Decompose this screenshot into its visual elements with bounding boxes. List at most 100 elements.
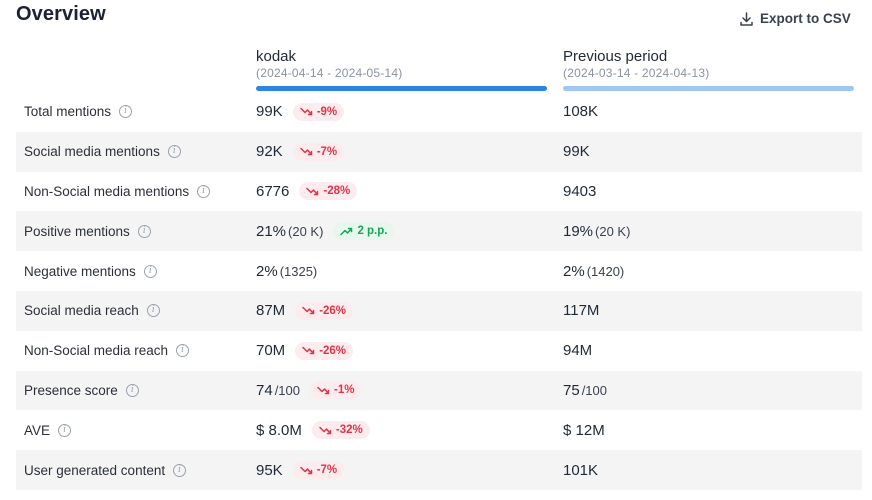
current-value: 2% [256, 262, 278, 280]
download-icon [740, 11, 753, 26]
column-bar-current [256, 86, 547, 91]
trend-up-icon [340, 227, 353, 236]
trend-down-icon [299, 466, 313, 475]
current-value: 95K [256, 461, 283, 479]
info-icon[interactable]: i [167, 145, 181, 159]
metric-label: Social media reach [24, 303, 139, 319]
info-icon[interactable]: i [119, 105, 133, 119]
previous-value: 101K [563, 461, 599, 479]
current-value: 6776 [256, 182, 290, 200]
page-title: Overview [16, 3, 106, 25]
table-row: Presence score i 74/100 -1% 75/100 [16, 370, 862, 411]
previous-value-detail: /100 [581, 382, 607, 398]
previous-value-cell: 108K [563, 103, 598, 120]
previous-value-cell: 75/100 [563, 382, 607, 399]
current-value-cell: 74/100 -1% [256, 381, 362, 400]
previous-value: 108K [563, 103, 599, 121]
change-badge: 2 p.p. [333, 222, 395, 241]
change-badge: -26% [295, 301, 354, 320]
current-value: 99K [256, 103, 283, 121]
metric-label-cell: Negative mentions i [24, 264, 157, 279]
change-value: 2 p.p. [357, 225, 388, 238]
previous-value-detail: (20 K) [595, 223, 631, 239]
info-icon[interactable]: i [176, 344, 190, 358]
previous-value: 75 [563, 381, 580, 399]
column-header-previous: Previous period (2024-03-14 - 2024-04-13… [563, 48, 854, 91]
previous-value: 19% [563, 222, 594, 240]
change-value: -7% [316, 145, 338, 158]
metrics-table: Total mentions i 99K -9% 108K Social med… [16, 92, 862, 490]
current-value: 74 [256, 381, 273, 399]
current-value-detail: (1325) [279, 263, 318, 279]
trend-down-icon [319, 426, 332, 435]
change-badge: -7% [292, 142, 345, 161]
table-row: Non-Social media reach i 70M -26% 94M [16, 331, 862, 371]
current-value-detail: /100 [274, 382, 300, 398]
info-icon[interactable]: i [143, 264, 157, 278]
change-badge: -26% [295, 341, 354, 360]
trend-down-icon [299, 147, 313, 156]
trend-down-icon [317, 386, 330, 395]
export-csv-label: Export to CSV [760, 11, 851, 26]
previous-value: 99K [563, 143, 590, 161]
info-icon[interactable]: i [197, 184, 211, 198]
current-value-cell: 70M -26% [256, 341, 354, 360]
column-range-current: (2024-04-14 - 2024-05-14) [256, 66, 403, 80]
metric-label-cell: Social media mentions i [24, 144, 181, 159]
previous-value-cell: $ 12M [563, 422, 605, 439]
column-range-previous: (2024-03-14 - 2024-04-13) [563, 66, 710, 80]
change-value: -1% [334, 384, 355, 397]
metric-label-cell: Positive mentions i [24, 224, 151, 239]
metric-label: Negative mentions [24, 263, 136, 279]
table-row: Negative mentions i 2% (1325) 2% (1420) [16, 251, 862, 291]
previous-value: 94M [563, 342, 593, 360]
table-row: Social media reach i 87M -26% 117M [16, 290, 862, 331]
trend-down-icon [299, 107, 313, 116]
change-value: -26% [319, 304, 347, 317]
metric-label-cell: Presence score i [24, 383, 139, 398]
current-value-cell: 21% (20 K) 2 p.p. [256, 222, 395, 241]
current-value-cell: 87M -26% [256, 301, 354, 320]
metric-label: Total mentions [24, 104, 112, 120]
metric-label-cell: Social media reach i [24, 303, 160, 318]
table-row: Total mentions i 99K -9% 108K [16, 92, 862, 132]
column-name-previous: Previous period [563, 48, 668, 65]
info-icon[interactable]: i [146, 304, 160, 318]
previous-value-cell: 94M [563, 342, 592, 359]
current-value: 21% [256, 222, 287, 240]
change-badge: -7% [292, 461, 345, 480]
info-icon[interactable]: i [137, 224, 151, 238]
metric-label-cell: Total mentions i [24, 104, 133, 120]
current-value: $ 8.0M [256, 421, 302, 439]
previous-value: $ 12M [563, 421, 605, 439]
metric-label: AVE [24, 422, 51, 438]
export-csv-button[interactable]: Export to CSV [740, 11, 851, 26]
change-value: -28% [323, 185, 351, 198]
previous-value: 9403 [563, 182, 597, 200]
previous-value: 117M [563, 302, 600, 320]
change-badge: -28% [299, 182, 358, 201]
current-value-cell: 2% (1325) [256, 263, 317, 280]
current-value-cell: 95K -7% [256, 461, 345, 480]
previous-value-cell: 117M [563, 302, 599, 319]
metric-label-cell: User generated content i [24, 462, 187, 478]
table-row: User generated content i 95K -7% 101K [16, 450, 862, 490]
previous-value-cell: 99K [563, 143, 590, 160]
metric-label-cell: AVE i [24, 422, 72, 438]
trend-down-icon [306, 187, 319, 196]
info-icon[interactable]: i [125, 383, 139, 397]
info-icon[interactable]: i [173, 463, 187, 477]
metric-label: Non-Social media mentions [24, 183, 190, 199]
info-icon[interactable]: i [58, 423, 72, 437]
table-row: Social media mentions i 92K -7% 99K [16, 131, 862, 172]
previous-value-cell: 19% (20 K) [563, 223, 630, 240]
metric-label: User generated content [24, 462, 166, 478]
current-value: 87M [256, 302, 286, 320]
previous-value-cell: 9403 [563, 183, 596, 200]
metric-label: Presence score [24, 382, 118, 398]
table-row: Positive mentions i 21% (20 K) 2 p.p. 19%… [16, 211, 862, 252]
change-value: -32% [335, 424, 363, 437]
current-value-cell: 6776 -28% [256, 182, 358, 201]
column-name-current: kodak [256, 48, 297, 65]
